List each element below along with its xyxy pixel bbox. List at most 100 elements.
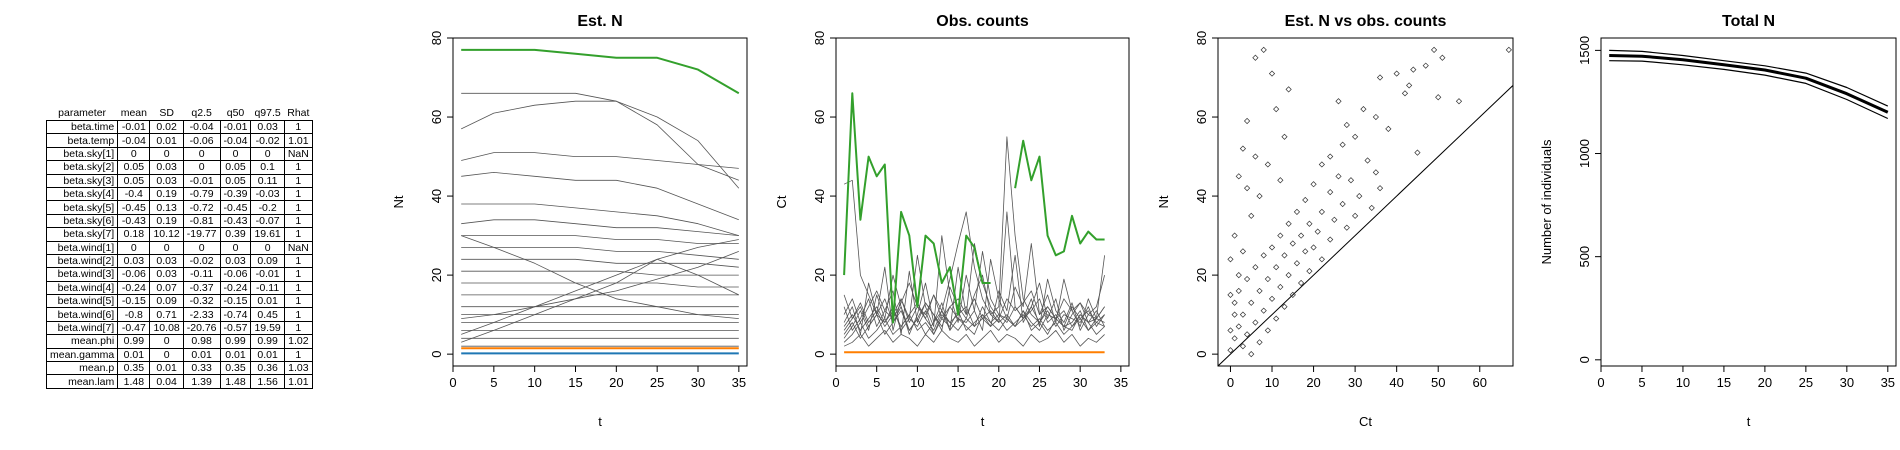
table-row: beta.wind[1] 0 0 0 0 0 NaN [46, 240, 313, 255]
table-cell: -0.4 [117, 186, 150, 201]
scatter-point [1376, 74, 1384, 81]
series-line [843, 306, 1105, 339]
table-cell: -0.04 [117, 133, 150, 148]
table-cell: 1 [283, 280, 313, 295]
scatter-point [1455, 98, 1463, 105]
y-tick-label: 40 [429, 189, 444, 203]
y-axis-label: Nt [391, 195, 406, 208]
series-line [461, 258, 739, 268]
table-cell: beta.wind[7] [46, 320, 118, 335]
scatter-point [1318, 208, 1325, 215]
x-tick-label: 30 [1840, 375, 1854, 390]
table-cell: -0.06 [117, 267, 150, 282]
y-axis-label: Nt [1156, 195, 1171, 208]
table-cell: 0 [149, 347, 184, 362]
table-cell: -0.57 [219, 320, 251, 335]
scatter-point [1310, 244, 1317, 251]
table-cell: -0.43 [117, 213, 150, 228]
table-cell: 0 [182, 160, 221, 175]
y-tick-label: 80 [1194, 31, 1209, 45]
scatter-point [1343, 224, 1350, 231]
table-cell: 0.03 [117, 253, 150, 268]
scatter-point [1248, 212, 1255, 219]
table-cell: beta.sky[3] [46, 173, 118, 188]
table-cell: 1.39 [182, 374, 221, 389]
table-cell: 0.35 [219, 361, 251, 375]
scatter-point [1285, 86, 1292, 93]
scatter-point [1243, 185, 1251, 192]
scatter-point [1260, 252, 1267, 259]
y-tick-label: 0 [812, 351, 827, 358]
table-cell: 0.36 [250, 361, 285, 375]
column-header: q97.5 [254, 107, 281, 119]
table-cell: -0.37 [182, 280, 221, 295]
table-cell: -0.04 [219, 133, 251, 148]
y-tick-label: 20 [812, 268, 827, 282]
scatter-point [1376, 185, 1384, 192]
table-cell: -0.81 [182, 213, 221, 228]
table-cell: 0.35 [117, 361, 150, 375]
scatter-point [1268, 70, 1276, 77]
y-tick-label: 60 [812, 110, 827, 124]
plot-area [461, 48, 740, 355]
table-cell: 1 [283, 253, 313, 268]
table-row: beta.wind[7] -0.47 10.08 -20.76 -0.57 19.59 1 [46, 320, 313, 335]
table-cell: -0.39 [219, 186, 251, 201]
table-cell: 19.59 [250, 320, 285, 335]
scatter-point [1243, 331, 1251, 338]
lower-bound-line [1609, 60, 1889, 120]
table-cell: -0.79 [182, 186, 221, 201]
chart-title: Total N [1722, 13, 1775, 30]
scatter-point [1347, 177, 1355, 184]
x-tick-label: 10 [527, 375, 541, 390]
table-cell: -0.72 [182, 200, 221, 215]
scatter-point [1239, 311, 1247, 318]
table-row: beta.wind[5] -0.15 0.09 -0.32 -0.15 0.01 1 [46, 294, 313, 308]
table-cell: -0.01 [219, 120, 251, 134]
table-row: beta.sky[6] -0.43 0.19 -0.81 -0.43 -0.07 1 [46, 213, 313, 228]
table-cell: beta.wind[5] [46, 294, 118, 308]
table-cell: 0.45 [250, 307, 285, 322]
table-cell: 0.04 [149, 374, 184, 389]
scatter-point [1318, 256, 1325, 263]
table-cell: 0.01 [250, 294, 285, 308]
scatter-point [1277, 177, 1284, 184]
scatter-point [1273, 315, 1280, 322]
table-row: beta.wind[4] -0.24 0.07 -0.37 -0.24 -0.11 1 [46, 280, 313, 295]
table-cell: 0 [182, 240, 221, 255]
x-tick-label: 35 [1114, 375, 1128, 390]
scatter-point [1339, 141, 1346, 148]
table-cell: 0.13 [149, 200, 184, 215]
scatter-point [1385, 125, 1392, 132]
scatter-point [1364, 157, 1371, 164]
y-tick-label: 0 [429, 351, 444, 358]
table-cell: 0.07 [149, 280, 184, 295]
scatter-point [1231, 232, 1238, 239]
scatter-point [1439, 54, 1446, 61]
scatter-point [1227, 256, 1234, 263]
scatter-point [1235, 173, 1242, 180]
scatter-point [1372, 113, 1379, 121]
table-cell: beta.temp [46, 133, 118, 148]
table-cell: beta.sky[6] [46, 213, 118, 228]
scatter-point [1231, 299, 1238, 306]
series-line [843, 136, 1105, 331]
table-cell: 0.33 [182, 361, 221, 375]
scatter-point [1435, 94, 1442, 101]
scatter-point [1277, 232, 1284, 239]
table-cell: 0 [219, 146, 251, 161]
scatter-point [1235, 272, 1242, 279]
scatter-point [1227, 291, 1234, 298]
table-cell: 0.01 [117, 347, 150, 362]
table-cell: 0.05 [219, 173, 251, 188]
table-cell: 0.02 [149, 120, 184, 134]
plot-area [843, 92, 1105, 354]
table-cell: 0.99 [250, 334, 285, 349]
table-cell: 1 [283, 307, 313, 322]
upper-bound-line [1609, 49, 1889, 107]
table-cell: beta.sky[5] [46, 200, 118, 215]
table-cell: -0.04 [182, 120, 221, 134]
plot-area [1218, 46, 1513, 366]
table-cell: 1 [283, 320, 313, 335]
table-cell: 1 [283, 186, 313, 201]
